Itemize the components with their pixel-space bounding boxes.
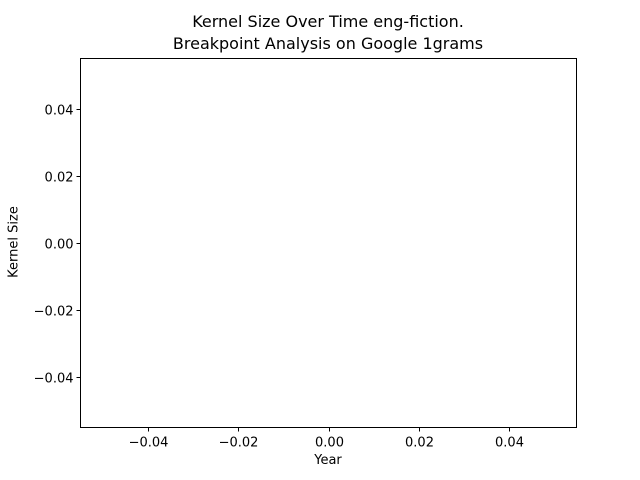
- y-tick-label: 0.02: [45, 171, 74, 186]
- y-tick-label: 0.04: [45, 104, 74, 119]
- tick-group: −0.04 −0.02 0.00 0.02 0.04 −0.04 −0.02 0.00 0.02…: [34, 104, 524, 451]
- x-tick-label: −0.02: [219, 436, 259, 451]
- x-tick-label: 0.02: [405, 436, 434, 451]
- chart-subtitle: Breakpoint Analysis on Google 1grams: [172, 34, 484, 53]
- y-tick-label: 0.00: [45, 238, 74, 253]
- y-tick-label: −0.04: [34, 372, 74, 387]
- x-tick-label: 0.04: [495, 436, 524, 451]
- x-tick-label: −0.04: [129, 436, 169, 451]
- x-axis-label: Year: [314, 453, 342, 468]
- y-axis-label: Kernel Size: [6, 206, 22, 278]
- x-tick-label: 0.00: [315, 436, 344, 451]
- axes-frame: [80, 58, 577, 428]
- y-tick-label: −0.02: [34, 305, 74, 320]
- chart-title: Kernel Size Over Time eng-fiction.: [192, 12, 464, 31]
